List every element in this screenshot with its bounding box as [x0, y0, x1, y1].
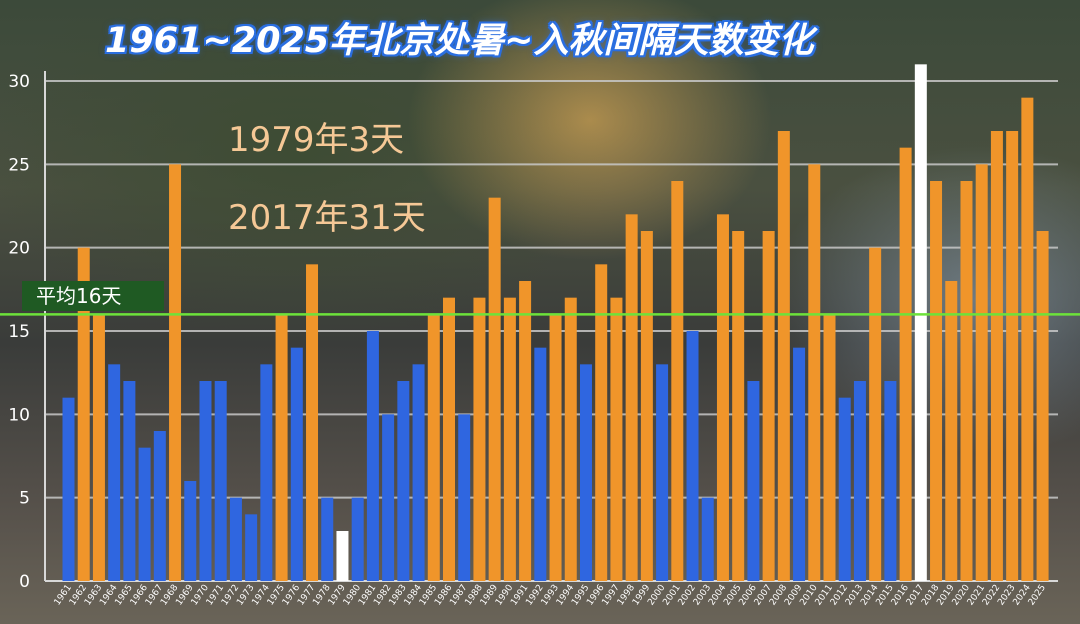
- y-tick-label: 30: [8, 72, 30, 92]
- bar-2009: [793, 347, 806, 581]
- bar-1994: [564, 297, 577, 581]
- y-tick-label: 20: [8, 239, 30, 259]
- bar-2013: [853, 381, 866, 581]
- bar-1996: [595, 264, 608, 581]
- bar-1961: [62, 397, 75, 581]
- x-tick-label: 2025: [1027, 583, 1048, 607]
- bar-2007: [762, 231, 775, 581]
- bar-1981: [366, 331, 379, 581]
- bar-1971: [214, 381, 227, 581]
- bar-1975: [275, 314, 288, 581]
- chart-title: 1961~2025年北京处暑~入秋间隔天数变化: [105, 21, 814, 61]
- bar-2011: [823, 314, 836, 581]
- bar-1970: [199, 381, 212, 581]
- bar-1988: [473, 297, 486, 581]
- bar-2003: [701, 497, 714, 581]
- bar-2005: [732, 231, 745, 581]
- bar-1964: [108, 364, 121, 581]
- bar-1985: [427, 314, 440, 581]
- bar-1990: [503, 297, 516, 581]
- bar-1973: [245, 514, 258, 581]
- bar-2015: [884, 381, 897, 581]
- y-tick-label: 5: [19, 489, 30, 509]
- bar-1982: [382, 414, 395, 581]
- bar-1986: [443, 297, 455, 581]
- bar-1977: [306, 264, 319, 581]
- bar-1965: [123, 381, 136, 581]
- bar-2006: [747, 381, 760, 581]
- bar-1976: [290, 347, 303, 581]
- bar-1984: [412, 364, 425, 581]
- bar-1966: [138, 447, 151, 581]
- bar-2001: [671, 181, 684, 581]
- average-label: 平均16天: [22, 281, 164, 311]
- bar-2012: [838, 397, 851, 581]
- bar-1972: [229, 497, 242, 581]
- bar-1999: [640, 231, 653, 581]
- y-tick-label: 15: [8, 322, 30, 342]
- bar-1992: [534, 347, 547, 581]
- bar-1993: [549, 314, 562, 581]
- bar-2016: [899, 147, 912, 581]
- bar-2025: [1036, 231, 1049, 581]
- bar-2014: [869, 247, 882, 581]
- y-tick-label: 25: [8, 155, 30, 175]
- bar-1963: [92, 314, 105, 581]
- bar-2019: [945, 281, 958, 581]
- bar-2017: [914, 64, 927, 582]
- bar-1980: [351, 497, 364, 581]
- bar-1997: [610, 297, 623, 581]
- bar-1991: [519, 281, 532, 581]
- bar-2020: [960, 181, 973, 581]
- bar-1968: [169, 164, 182, 582]
- bar-2008: [777, 131, 790, 581]
- y-tick-label: 0: [19, 572, 30, 592]
- annotation-max: 2017年31天: [228, 198, 426, 238]
- bar-2010: [808, 164, 821, 582]
- bar-1969: [184, 481, 197, 581]
- bar-1987: [458, 414, 471, 581]
- bar-2004: [716, 214, 729, 582]
- bar-2021: [975, 164, 988, 582]
- bar-1967: [153, 431, 166, 581]
- bar-1998: [625, 214, 638, 582]
- y-tick-label: 10: [8, 405, 30, 425]
- bar-1989: [488, 197, 501, 581]
- bar-2023: [1006, 131, 1019, 581]
- bar-1983: [397, 381, 410, 581]
- bar-1974: [260, 364, 273, 581]
- bar-2002: [686, 331, 699, 581]
- bar-1979: [336, 531, 349, 581]
- bar-2024: [1021, 97, 1034, 582]
- bar-1962: [77, 247, 90, 581]
- bar-2018: [930, 181, 943, 581]
- bar-1978: [321, 497, 334, 581]
- bar-2022: [990, 131, 1003, 581]
- bar-2000: [656, 364, 669, 581]
- annotation-min: 1979年3天: [228, 120, 405, 160]
- bar-1995: [579, 364, 592, 581]
